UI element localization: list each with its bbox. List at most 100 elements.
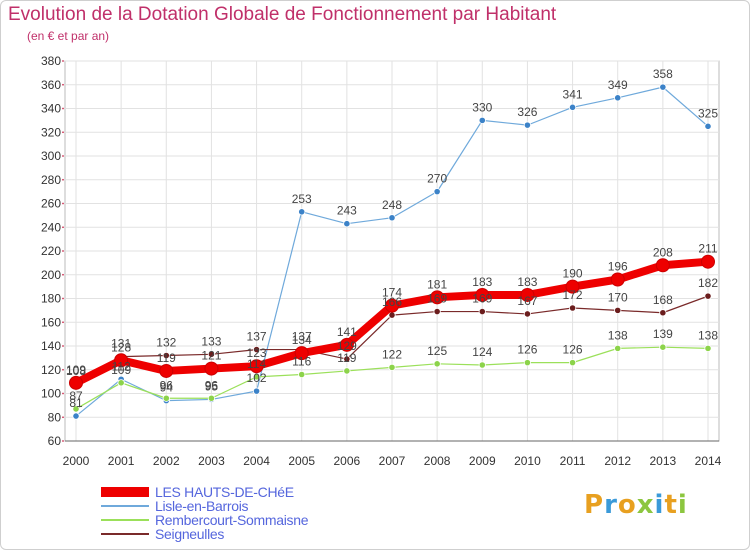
data-label: 166 (382, 295, 402, 309)
data-label: 208 (653, 245, 673, 259)
legend-swatch (101, 487, 149, 497)
x-tick-label: 2001 (108, 454, 135, 468)
legend-swatch (101, 533, 149, 535)
series-point (433, 188, 441, 196)
data-label: 112 (112, 359, 131, 373)
data-label: 169 (427, 292, 447, 306)
y-tick-mark (62, 202, 64, 205)
y-tick-mark (62, 107, 64, 110)
series-point (294, 346, 309, 361)
data-label: 96 (205, 378, 219, 392)
series-point (388, 311, 396, 319)
data-label: 270 (427, 172, 447, 186)
data-label: 123 (247, 346, 267, 360)
data-label: 121 (201, 349, 221, 363)
series-point (72, 405, 80, 413)
data-label: 138 (698, 328, 718, 342)
series-point (523, 359, 532, 367)
legend-swatch (101, 519, 149, 521)
data-label: 119 (157, 351, 176, 365)
series-point (298, 208, 306, 216)
y-tick-label: 180 (41, 292, 61, 306)
series-point (614, 344, 622, 352)
y-tick-label: 240 (41, 220, 61, 234)
x-tick-label: 2007 (379, 454, 406, 468)
series-point (388, 363, 396, 371)
data-label: 341 (563, 87, 583, 101)
data-label: 132 (156, 336, 176, 350)
data-label: 248 (382, 198, 402, 212)
y-tick-mark (62, 368, 64, 371)
y-tick-label: 380 (41, 54, 61, 68)
y-tick-mark (62, 226, 64, 229)
series-point (252, 345, 261, 354)
data-label: 183 (472, 275, 492, 289)
series-point (385, 298, 399, 313)
x-tick-label: 2014 (695, 454, 722, 468)
x-tick-label: 2010 (514, 454, 541, 468)
data-label: 349 (608, 78, 628, 92)
y-tick-mark (62, 155, 64, 157)
data-label: 131 (111, 337, 131, 351)
legend-label: Rembercourt-Sommaisne (155, 512, 309, 528)
y-tick-label: 100 (41, 387, 61, 401)
series-point (704, 122, 712, 130)
series-point (568, 103, 577, 111)
data-label: 330 (472, 100, 492, 114)
series-point (659, 309, 667, 317)
data-label: 128 (111, 340, 131, 354)
data-label: 126 (517, 343, 537, 357)
data-label: 109 (111, 363, 131, 377)
series-point (659, 83, 667, 91)
legend-item: Rembercourt-Sommaisne (101, 512, 309, 528)
y-tick-label: 120 (41, 363, 61, 377)
data-label: 139 (653, 327, 673, 341)
x-tick-label: 2004 (243, 454, 270, 468)
series-point (298, 370, 306, 379)
series-point (339, 337, 354, 352)
y-tick-label: 280 (41, 173, 61, 187)
data-label: 190 (563, 267, 583, 281)
y-tick-mark (62, 273, 64, 276)
data-label: 108 (66, 364, 86, 378)
y-tick-label: 320 (41, 125, 61, 139)
series-point (659, 343, 667, 351)
y-tick-label: 140 (41, 339, 61, 353)
data-label: 170 (608, 290, 628, 304)
data-label: 94 (160, 381, 174, 395)
legend-item: LES HAUTS-DE-CHéE (101, 484, 308, 500)
series-point (523, 310, 532, 318)
data-label: 169 (472, 292, 492, 306)
data-label: 125 (427, 344, 447, 358)
y-tick-mark (62, 178, 64, 181)
series-point (207, 394, 216, 402)
series-point (430, 290, 445, 305)
series-point (433, 360, 441, 368)
series-point (249, 359, 264, 374)
series-point (568, 304, 577, 312)
data-label: 129 (337, 339, 357, 353)
series-point (478, 116, 486, 124)
series-point (475, 287, 490, 302)
y-tick-mark (62, 60, 64, 62)
series-point (565, 279, 580, 294)
series-point (252, 373, 261, 381)
data-label: 119 (337, 351, 356, 365)
x-tick-label: 2009 (469, 454, 496, 468)
data-label: 122 (382, 347, 402, 361)
legend-swatch (101, 505, 149, 507)
data-label: 137 (292, 330, 312, 344)
series-point (614, 306, 622, 314)
y-tick-label: 360 (41, 78, 61, 92)
series-point (114, 353, 129, 368)
series-point (478, 361, 486, 369)
data-label: 126 (563, 343, 583, 357)
logo-letter: i (654, 490, 665, 520)
x-tick-label: 2003 (198, 454, 225, 468)
y-tick-mark (62, 250, 64, 252)
data-label: 196 (608, 260, 628, 274)
y-tick-mark (62, 83, 64, 86)
x-tick-label: 2011 (560, 454, 586, 468)
data-label: 243 (337, 204, 357, 218)
series-point (610, 272, 625, 287)
